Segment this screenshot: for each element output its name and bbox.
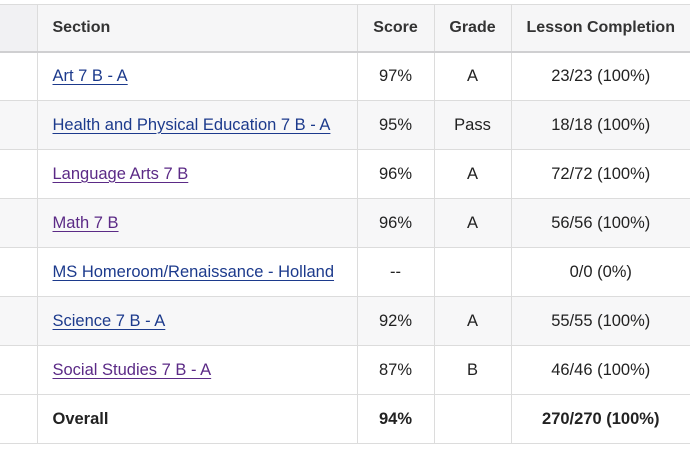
lesson-completion-cell: 56/56 (100%)	[511, 198, 690, 248]
section-cell: Math 7 B	[37, 198, 358, 248]
section-cell: Social Studies 7 B - A	[37, 345, 358, 395]
column-header-lesson-completion[interactable]: Lesson Completion	[511, 4, 690, 53]
overall-label: Overall	[37, 394, 358, 444]
section-link[interactable]: Language Arts 7 B	[52, 164, 189, 183]
row-gutter-cell	[0, 345, 38, 395]
grade-cell	[434, 247, 512, 297]
column-header-score[interactable]: Score	[357, 4, 435, 53]
section-cell: Art 7 B - A	[37, 51, 358, 101]
table-row: Art 7 B - A 97% A 23/23 (100%)	[0, 51, 690, 101]
section-link[interactable]: Science 7 B - A	[52, 311, 166, 330]
overall-score: 94%	[357, 394, 435, 444]
overall-lesson-completion: 270/270 (100%)	[511, 394, 690, 444]
table-row: Language Arts 7 B 96% A 72/72 (100%)	[0, 149, 690, 199]
section-link[interactable]: MS Homeroom/Renaissance - Holland	[52, 262, 335, 281]
section-link[interactable]: Art 7 B - A	[52, 66, 128, 85]
column-header-section[interactable]: Section	[37, 4, 358, 53]
grade-cell: B	[434, 345, 512, 395]
lesson-completion-cell: 23/23 (100%)	[511, 51, 690, 101]
page-top-edge	[0, 0, 690, 5]
overall-row: Overall 94% 270/270 (100%)	[0, 394, 690, 444]
column-header-grade[interactable]: Grade	[434, 4, 512, 53]
score-cell: 87%	[357, 345, 435, 395]
lesson-completion-cell: 55/55 (100%)	[511, 296, 690, 346]
lesson-completion-cell: 0/0 (0%)	[511, 247, 690, 297]
section-cell: Language Arts 7 B	[37, 149, 358, 199]
row-gutter-cell	[0, 149, 38, 199]
row-gutter-cell	[0, 247, 38, 297]
score-cell: 96%	[357, 198, 435, 248]
score-cell: 97%	[357, 51, 435, 101]
overall-grade	[434, 394, 512, 444]
section-cell: Science 7 B - A	[37, 296, 358, 346]
section-cell: MS Homeroom/Renaissance - Holland	[37, 247, 358, 297]
score-cell: 92%	[357, 296, 435, 346]
score-cell: --	[357, 247, 435, 297]
lesson-completion-cell: 18/18 (100%)	[511, 100, 690, 150]
grade-cell: A	[434, 149, 512, 199]
header-row: Section Score Grade Lesson Completion	[0, 4, 690, 53]
lesson-completion-cell: 72/72 (100%)	[511, 149, 690, 199]
table-row: Health and Physical Education 7 B - A 95%…	[0, 100, 690, 150]
grades-table: Section Score Grade Lesson Completion Ar…	[0, 4, 690, 444]
row-gutter-cell	[0, 198, 38, 248]
section-link[interactable]: Math 7 B	[52, 213, 119, 232]
table-row: Social Studies 7 B - A 87% B 46/46 (100%)	[0, 345, 690, 395]
score-cell: 96%	[357, 149, 435, 199]
score-cell: 95%	[357, 100, 435, 150]
grades-table-header: Section Score Grade Lesson Completion	[0, 4, 690, 53]
overall-gutter-cell	[0, 394, 38, 444]
grade-cell: A	[434, 198, 512, 248]
section-link[interactable]: Social Studies 7 B - A	[52, 360, 212, 379]
grade-cell: A	[434, 51, 512, 101]
table-row: Math 7 B 96% A 56/56 (100%)	[0, 198, 690, 248]
grades-table-body: Art 7 B - A 97% A 23/23 (100%) Health and Ph…	[0, 51, 690, 444]
header-gutter-cell	[0, 4, 38, 53]
section-cell: Health and Physical Education 7 B - A	[37, 100, 358, 150]
table-row: MS Homeroom/Renaissance - Holland -- 0/0 (…	[0, 247, 690, 297]
grade-cell: A	[434, 296, 512, 346]
row-gutter-cell	[0, 296, 38, 346]
section-link[interactable]: Health and Physical Education 7 B - A	[52, 115, 331, 134]
grade-cell: Pass	[434, 100, 512, 150]
row-gutter-cell	[0, 51, 38, 101]
row-gutter-cell	[0, 100, 38, 150]
table-row: Science 7 B - A 92% A 55/55 (100%)	[0, 296, 690, 346]
lesson-completion-cell: 46/46 (100%)	[511, 345, 690, 395]
